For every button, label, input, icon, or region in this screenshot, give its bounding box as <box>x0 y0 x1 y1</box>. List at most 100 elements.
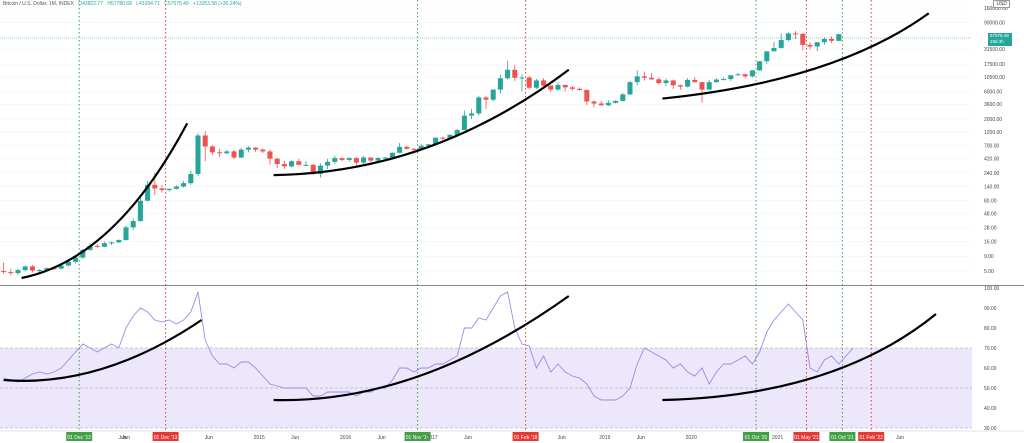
candle-body <box>15 270 21 274</box>
candle-body <box>490 89 496 100</box>
time-tick-label: Jun <box>637 435 645 441</box>
rsi-tick-label: 70.00 <box>984 346 997 352</box>
price-axis[interactable]: 160000.00 90000.00 31500.00 17500.00 10500.0… <box>984 6 1008 275</box>
price-tick-label: 10500.00 <box>984 75 1005 81</box>
candle-body <box>361 157 367 163</box>
price-candles <box>1 30 842 276</box>
last-price-countdown: 19d 3h <box>990 39 1004 44</box>
time-tick-label: 2016 <box>340 435 351 441</box>
candle-body <box>274 158 280 165</box>
candle-body <box>389 152 395 158</box>
candle-body <box>613 100 619 103</box>
candle-body <box>404 146 410 149</box>
time-tick-label: 2020 <box>686 435 697 441</box>
candle-body <box>641 76 647 78</box>
currency-label[interactable]: USD <box>993 0 1010 8</box>
price-trend-curve <box>273 68 570 177</box>
time-marker-badge <box>829 432 856 441</box>
candle-body <box>778 40 784 48</box>
candle-body <box>577 88 583 91</box>
time-marker-badge <box>743 432 769 441</box>
candle-body <box>382 157 388 159</box>
candle-body <box>512 69 518 78</box>
price-tick-label: 160000.00 <box>984 6 1008 12</box>
candle-body <box>469 113 475 116</box>
candle-body <box>425 144 431 146</box>
candle-body <box>109 242 115 244</box>
time-tick-label: Jun <box>122 435 130 441</box>
candle-body <box>346 158 352 160</box>
price-tick-label: 5.00 <box>984 269 994 275</box>
candle-body <box>533 80 539 88</box>
candle-body <box>217 152 223 154</box>
candle-body <box>325 161 331 166</box>
candle-body <box>548 85 554 90</box>
time-marker-badge <box>793 432 820 441</box>
candle-body <box>303 164 309 166</box>
price-tick-label: 1200.00 <box>984 130 1002 136</box>
candle-body <box>627 82 633 95</box>
candle-body <box>476 97 482 114</box>
candle-body <box>836 34 842 41</box>
candle-body <box>821 39 827 43</box>
high-value: H57780.68 <box>107 1 132 7</box>
rsi-axis[interactable]: 100.00 90.00 80.00 70.00 60.00 50.00 40.00 30.0… <box>984 286 1000 432</box>
candle-body <box>742 74 748 77</box>
candle-body <box>368 157 374 161</box>
time-tick-label: Jun <box>205 435 213 441</box>
rsi-trend-curve <box>3 319 203 382</box>
candle-body <box>260 149 266 152</box>
candle-body <box>764 51 770 62</box>
rsi-line <box>3 291 854 401</box>
candle-body <box>649 77 655 80</box>
candle-body <box>58 265 64 269</box>
candle-body <box>1 271 7 273</box>
candle-body <box>692 79 698 83</box>
candle-body <box>267 151 273 159</box>
candle-body <box>173 186 179 189</box>
time-tick-label: Jun <box>464 435 472 441</box>
candle-body <box>159 188 165 191</box>
time-marker-label: 01 Dec '12 <box>67 435 91 441</box>
candle-body <box>800 33 806 45</box>
rsi-tick-label: 90.00 <box>984 306 997 312</box>
time-marker-label: 01 Oct '20 <box>745 435 768 441</box>
candle-body <box>317 165 323 174</box>
time-tick-label: Jun <box>896 435 904 441</box>
candle-body <box>37 270 43 272</box>
time-marker-label: 01 Dec '13 <box>154 435 178 441</box>
time-marker-badge <box>858 432 885 441</box>
candle-body <box>166 188 172 191</box>
candle-body <box>706 82 712 90</box>
candle-body <box>238 149 244 158</box>
candle-body <box>253 147 259 150</box>
rsi-tick-label: 60.00 <box>984 366 997 372</box>
last-price-value: 57075.49 <box>990 33 1009 38</box>
candle-body <box>483 97 489 100</box>
candle-body <box>670 80 676 86</box>
candle-body <box>793 33 799 35</box>
grid-lines <box>0 7 1024 286</box>
candle-body <box>411 148 417 150</box>
time-tick-label: 2015 <box>254 435 265 441</box>
candle-body <box>454 130 460 135</box>
time-tick-label: 2017 <box>426 435 437 441</box>
candle-body <box>807 44 813 47</box>
candle-body <box>555 84 561 90</box>
candle-body <box>245 147 251 150</box>
time-tick-label: Jun <box>558 435 566 441</box>
candle-body <box>310 164 316 174</box>
price-tick-label: 140.00 <box>984 185 1000 191</box>
close-value: C57075.49 <box>164 1 189 7</box>
candle-body <box>339 158 345 160</box>
time-tick-label: Jun <box>291 435 299 441</box>
candle-body <box>447 134 453 139</box>
price-tick-label: 3600.00 <box>984 102 1002 108</box>
rsi-tick-label: 30.00 <box>984 426 997 432</box>
change-value: +13253.58 (+30.24%) <box>193 1 242 7</box>
time-marker-label: 01 Oct '21 <box>831 435 854 441</box>
candle-body <box>721 79 727 81</box>
candle-body <box>505 69 511 79</box>
candle-body <box>541 80 547 86</box>
